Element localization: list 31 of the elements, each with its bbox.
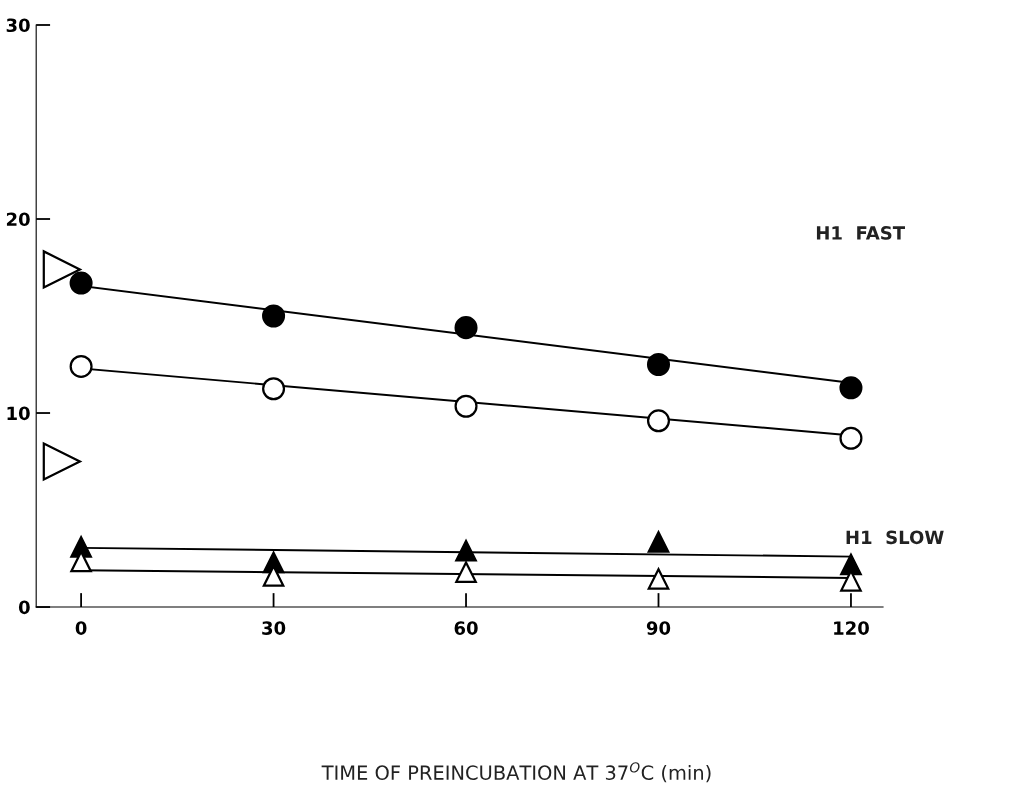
annotation: H1 SLOW [846,530,944,545]
point [42,442,82,481]
point [262,565,285,587]
point [647,531,670,553]
x-tick-label: 120 [834,621,869,635]
point [42,250,82,289]
x-tick-label: 30 [262,621,286,635]
point [840,553,862,576]
annotation: H1 FAST [816,226,905,240]
point [840,570,862,592]
point [839,376,863,400]
x-tick-label: 0 [75,621,87,635]
point [647,568,670,590]
point [839,426,863,450]
y-tick-label: 10 [7,406,30,421]
x-tick-label: 90 [646,621,671,635]
point [69,354,93,378]
point [454,316,478,340]
y-tick-label: 0 [18,600,30,615]
point [646,352,671,377]
y-tick-label: 20 [6,212,30,227]
point [69,271,93,295]
point [262,377,286,401]
point [455,561,477,583]
text: TIME OF PREINCUBATION AT 37$^{O}$C (min) [321,762,711,783]
point [262,304,286,328]
point [455,539,477,562]
point [454,394,478,418]
x-tick-label: 60 [454,621,478,635]
y-tick-label: 30 [6,18,30,33]
point [646,409,671,433]
